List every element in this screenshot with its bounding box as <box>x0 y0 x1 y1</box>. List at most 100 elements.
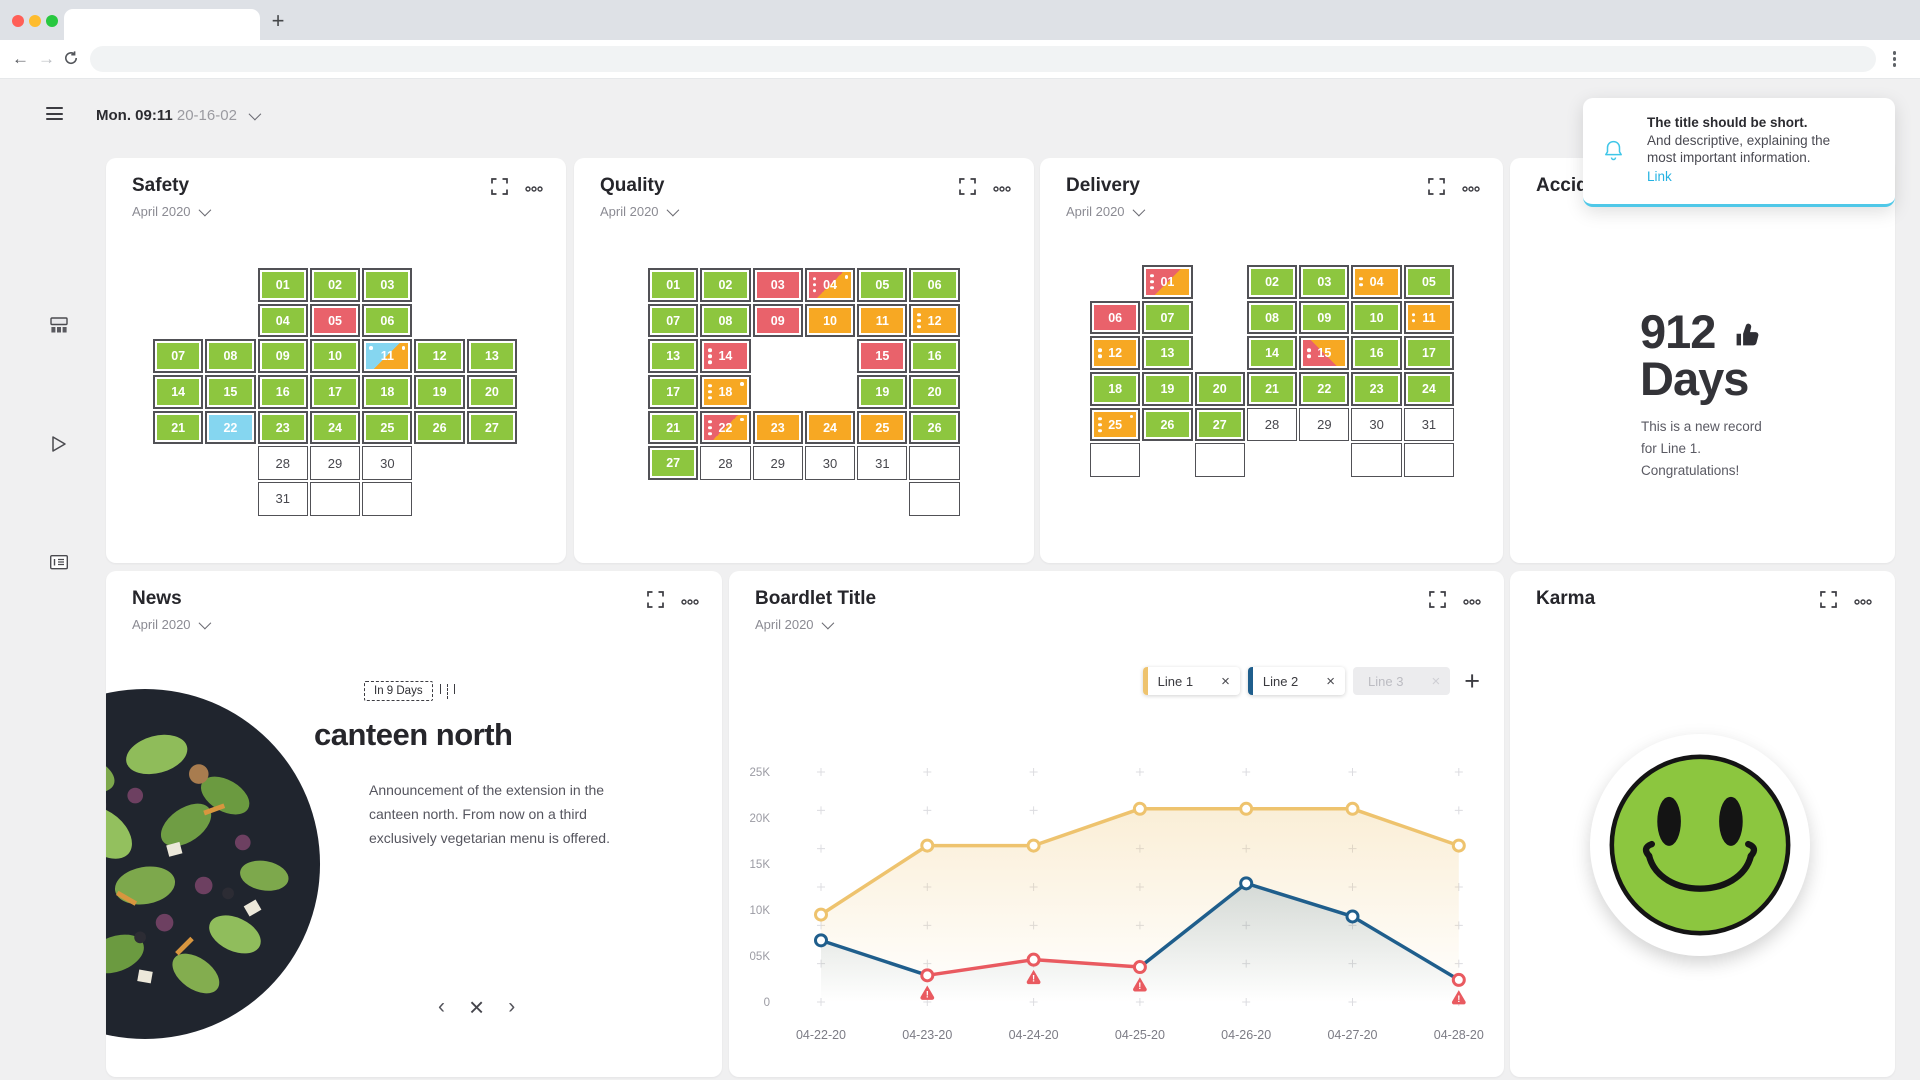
calendar-day[interactable]: 08 <box>700 303 751 338</box>
calendar-day[interactable]: 07 <box>1142 300 1193 335</box>
calendar-day[interactable]: 21 <box>1246 372 1298 406</box>
calendar-day[interactable]: 01 <box>257 268 308 302</box>
remove-line-icon[interactable]: × <box>1431 672 1441 690</box>
calendar-day[interactable]: 13 <box>1142 336 1193 371</box>
calendar-day[interactable]: 27 <box>648 446 699 481</box>
calendar-day[interactable]: 14 <box>153 375 204 409</box>
calendar-day[interactable]: 29 <box>1299 407 1350 442</box>
calendar-day[interactable]: 21 <box>648 410 699 445</box>
calendar-day[interactable]: 14 <box>700 339 751 374</box>
calendar-day[interactable]: 15 <box>857 339 908 374</box>
calendar-day[interactable]: 08 <box>1246 300 1298 335</box>
calendar-day[interactable]: 16 <box>909 339 960 374</box>
close-icon[interactable]: × <box>469 992 485 1022</box>
calendar-day[interactable]: 23 <box>1351 372 1402 406</box>
calendar-day[interactable]: 10 <box>804 303 856 338</box>
calendar-day[interactable]: 18 <box>362 375 413 409</box>
calendar-day[interactable]: 12 <box>909 303 960 338</box>
calendar-day[interactable]: 20 <box>1194 372 1245 406</box>
expand-button[interactable] <box>1429 591 1446 608</box>
calendar-day[interactable]: 26 <box>414 410 465 445</box>
maximize-window-button[interactable] <box>46 15 58 27</box>
calendar-day[interactable]: 31 <box>857 446 908 481</box>
calendar-day[interactable]: 21 <box>153 410 204 445</box>
legend-chip-line-2[interactable]: Line 2 × <box>1247 667 1346 695</box>
calendar-day[interactable]: 31 <box>1403 407 1455 442</box>
calendar-day[interactable]: 13 <box>466 339 518 374</box>
board-icon[interactable] <box>50 316 68 334</box>
calendar-day[interactable]: 27 <box>466 410 518 445</box>
month-selector[interactable]: April 2020 <box>1066 203 1145 219</box>
back-button[interactable]: ← <box>12 49 29 68</box>
widget-menu-button[interactable] <box>1463 593 1481 610</box>
calendar-day[interactable]: 06 <box>362 303 413 338</box>
calendar-day[interactable]: 11 <box>1403 300 1455 335</box>
minimize-window-button[interactable] <box>29 15 41 27</box>
calendar-day[interactable]: 06 <box>1090 300 1141 335</box>
calendar-day[interactable]: 02 <box>700 268 751 302</box>
widget-menu-button[interactable] <box>681 593 699 610</box>
calendar-day[interactable]: 28 <box>1246 407 1298 442</box>
calendar-day[interactable]: 07 <box>153 339 204 374</box>
add-line-button[interactable]: + <box>1464 666 1480 696</box>
notification-link[interactable]: Link <box>1647 169 1672 184</box>
calendar-day[interactable]: 25 <box>362 410 413 445</box>
calendar-day[interactable]: 22 <box>1299 372 1350 406</box>
expand-button[interactable] <box>491 178 508 195</box>
calendar-day[interactable]: 30 <box>1351 407 1402 442</box>
next-slide-button[interactable]: › <box>508 995 516 1018</box>
expand-button[interactable] <box>959 178 976 195</box>
forward-button[interactable]: → <box>38 49 55 68</box>
hamburger-menu[interactable] <box>46 107 63 120</box>
calendar-day[interactable]: 04 <box>804 268 856 302</box>
calendar-day[interactable]: 26 <box>909 410 960 445</box>
calendar-day[interactable]: 23 <box>257 410 308 445</box>
calendar-day[interactable]: 09 <box>1299 300 1350 335</box>
calendar-day[interactable]: 22 <box>700 410 751 445</box>
calendar-day[interactable]: 22 <box>205 410 256 445</box>
date-selector[interactable]: Mon. 09:11 20-16-02 <box>96 107 262 124</box>
calendar-day[interactable]: 26 <box>1142 407 1193 442</box>
calendar-day[interactable]: 20 <box>466 375 518 409</box>
calendar-day[interactable]: 24 <box>309 410 361 445</box>
calendar-day[interactable]: 23 <box>752 410 803 445</box>
calendar-day[interactable]: 20 <box>909 375 960 409</box>
calendar-day[interactable]: 05 <box>1403 265 1455 299</box>
calendar-day[interactable]: 25 <box>1090 407 1141 442</box>
legend-chip-line-1[interactable]: Line 1 × <box>1142 667 1240 695</box>
calendar-day[interactable]: 28 <box>257 446 308 481</box>
calendar-day[interactable]: 04 <box>1351 265 1402 299</box>
calendar-day[interactable]: 11 <box>362 339 413 374</box>
url-bar[interactable] <box>90 46 1876 72</box>
calendar-day[interactable]: 25 <box>857 410 908 445</box>
calendar-day[interactable]: 05 <box>857 268 908 302</box>
previous-slide-button[interactable]: ‹ <box>438 995 445 1018</box>
calendar-day[interactable]: 19 <box>857 375 908 409</box>
calendar-day[interactable]: 19 <box>414 375 465 409</box>
calendar-day[interactable]: 03 <box>362 268 413 302</box>
calendar-day[interactable]: 06 <box>909 268 960 302</box>
calendar-day[interactable]: 01 <box>648 268 699 302</box>
month-selector[interactable]: April 2020 <box>132 203 211 219</box>
calendar-day[interactable]: 02 <box>309 268 361 302</box>
widget-menu-button[interactable] <box>1462 180 1480 197</box>
calendar-day[interactable]: 12 <box>1090 336 1141 371</box>
reload-button[interactable] <box>63 50 79 71</box>
calendar-day[interactable]: 12 <box>414 339 465 374</box>
calendar-day[interactable]: 09 <box>257 339 308 374</box>
calendar-day[interactable]: 08 <box>205 339 256 374</box>
month-selector[interactable]: April 2020 <box>600 203 679 219</box>
calendar-day[interactable]: 15 <box>205 375 256 409</box>
widget-menu-button[interactable] <box>525 180 543 197</box>
calendar-day[interactable]: 11 <box>857 303 908 338</box>
calendar-day[interactable]: 13 <box>648 339 699 374</box>
calendar-day[interactable]: 31 <box>257 482 308 516</box>
calendar-day[interactable]: 24 <box>1403 372 1455 406</box>
calendar-day[interactable]: 14 <box>1246 336 1298 371</box>
widget-menu-button[interactable] <box>1854 593 1872 610</box>
calendar-day[interactable]: 24 <box>804 410 856 445</box>
browser-menu-button[interactable] <box>1892 51 1896 67</box>
expand-button[interactable] <box>647 591 664 608</box>
calendar-day[interactable]: 09 <box>752 303 803 338</box>
calendar-day[interactable]: 18 <box>1090 372 1141 406</box>
